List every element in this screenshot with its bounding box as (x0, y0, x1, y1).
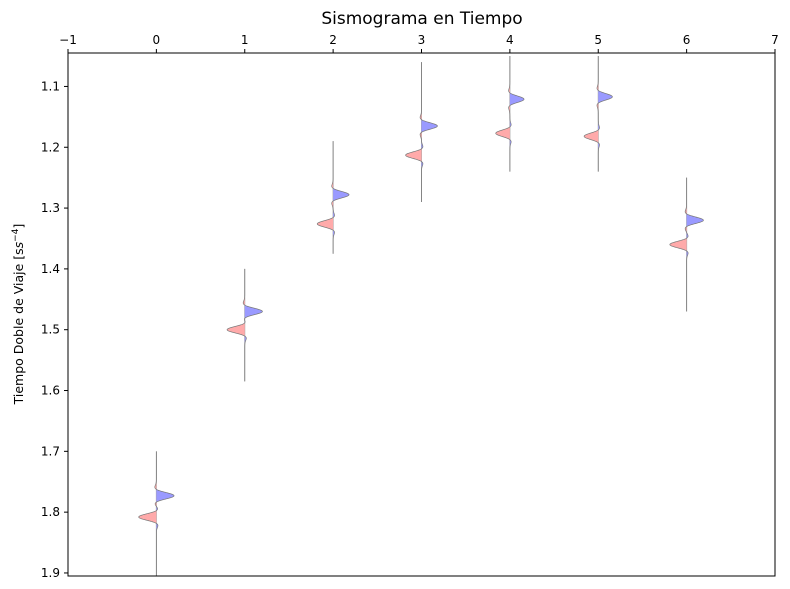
positive-lobe-fill (509, 56, 525, 172)
x-tick-label: 2 (329, 33, 337, 47)
x-tick-label: 6 (683, 33, 691, 47)
trace-2 (316, 141, 350, 254)
y-tick-label: 1.3 (41, 201, 60, 215)
chart-title: Sismograma en Tiempo (321, 9, 522, 29)
positive-lobe-fill (244, 268, 263, 382)
trace-waveform (583, 56, 613, 172)
y-axis-label-exponent: −4 (11, 228, 21, 242)
trace-waveform (405, 62, 438, 202)
trace-3 (405, 62, 438, 202)
y-tick-label: 1.2 (41, 140, 60, 154)
y-tick-label: 1.4 (41, 262, 60, 276)
positive-lobe-fill (421, 62, 438, 202)
trace-1 (226, 268, 263, 382)
x-tick-label: 3 (418, 33, 426, 47)
x-tick-label: 4 (506, 33, 514, 47)
y-axis-label: Tiempo Doble de Viaje [ss−4] (11, 224, 26, 406)
traces-layer (138, 56, 704, 576)
negative-lobe-fill (495, 56, 510, 172)
y-tick-label: 1.7 (41, 444, 60, 458)
trace-5 (583, 56, 613, 172)
trace-waveform (495, 56, 525, 172)
trace-waveform (226, 268, 263, 382)
negative-lobe-fill (227, 268, 245, 382)
trace-waveform (138, 451, 175, 576)
x-tick-label: 7 (771, 33, 779, 47)
trace-waveform (316, 141, 350, 254)
x-tick-label: 1 (241, 33, 249, 47)
x-tick-label: 0 (153, 33, 161, 47)
trace-4 (495, 56, 525, 172)
positive-lobe-fill (598, 56, 613, 172)
x-tick-label: −1 (59, 33, 77, 47)
y-tick-label: 1.5 (41, 323, 60, 337)
y-tick-label: 1.9 (41, 566, 60, 580)
trace-0 (138, 451, 175, 576)
negative-lobe-fill (405, 62, 422, 202)
positive-lobe-fill (686, 177, 704, 312)
trace-waveform (669, 177, 704, 312)
y-axis-label-close: ] (11, 224, 26, 229)
negative-lobe-fill (317, 141, 334, 254)
trace-6 (669, 177, 704, 312)
y-tick-label: 1.8 (41, 505, 60, 519)
negative-lobe-fill (584, 56, 599, 172)
y-tick-label: 1.6 (41, 384, 60, 398)
axes-layer: −1 0 1 2 3 4 5 6 7 1.1 1.2 1.3 1.4 1.5 1.6 1.7 1.8 1.9 (41, 33, 779, 580)
y-axis-label-unit: s (11, 241, 26, 248)
positive-lobe-fill (333, 141, 350, 254)
y-tick-label: 1.1 (41, 79, 60, 93)
y-axis-label-text: Tiempo Doble de Viaje [s (11, 248, 26, 405)
x-tick-label: 5 (594, 33, 602, 47)
positive-lobe-fill (156, 451, 175, 576)
negative-lobe-fill (669, 177, 687, 312)
